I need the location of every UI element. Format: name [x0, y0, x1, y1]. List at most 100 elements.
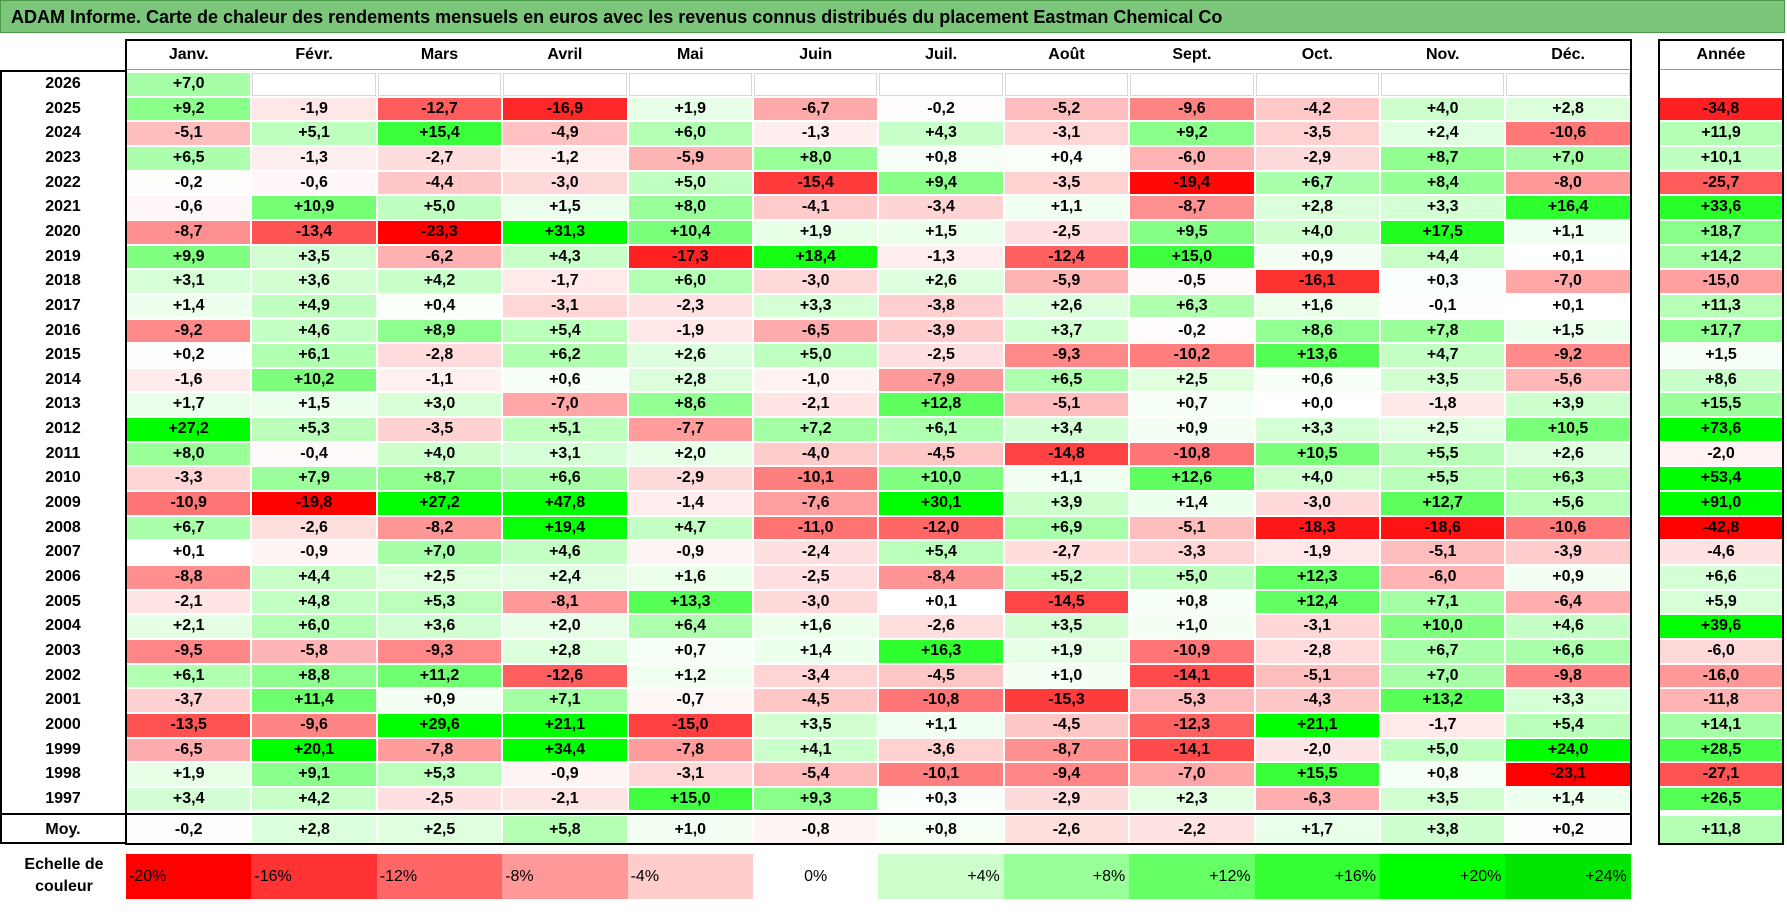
heatmap-cell: -7,0 — [1506, 270, 1630, 293]
heatmap-cell: -4,5 — [879, 664, 1003, 688]
heatmap-cell: +5,1 — [252, 122, 376, 145]
annual-cell: +33,6 — [1660, 196, 1782, 219]
heatmap-cell: -15,4 — [754, 171, 878, 195]
annual-cell: +39,6 — [1660, 615, 1782, 638]
legend-label: Echelle de couleur — [24, 856, 104, 895]
heatmap-cell: +6,5 — [1004, 368, 1129, 392]
heatmap-cell: +0,9 — [1130, 418, 1254, 441]
heatmap-cell: +1,1 — [1506, 220, 1630, 244]
heatmap-cell: -3,5 — [377, 418, 502, 441]
heatmap-cell: +1,6 — [628, 566, 752, 589]
heatmap-cell: +5,3 — [377, 590, 502, 614]
heatmap-cell: +10,0 — [1381, 615, 1505, 638]
heatmap-cell: +9,3 — [754, 787, 878, 811]
heatmap-cell: +1,5 — [1506, 319, 1630, 343]
heatmap-cell: +2,5 — [1381, 418, 1505, 441]
legend-swatch: -16% — [251, 854, 377, 899]
heatmap-cell: -5,1 — [1004, 393, 1129, 417]
heatmap-cell: +7,1 — [503, 689, 627, 712]
heatmap-cell: -5,2 — [1004, 97, 1129, 121]
heatmap-cell: +4,3 — [503, 245, 627, 269]
heatmap-cell: -3,5 — [1255, 122, 1379, 145]
year-label: 2009 — [0, 491, 126, 516]
heatmap-cell: +7,8 — [1381, 319, 1505, 343]
heatmap-cell: +0,3 — [879, 787, 1003, 811]
month-header: Mars — [376, 40, 503, 70]
heatmap-cell: +16,4 — [1506, 196, 1630, 219]
heatmap-cell: +7,0 — [1506, 146, 1630, 170]
heatmap-cell: -14,8 — [1004, 442, 1129, 466]
heatmap-cell: +6,1 — [127, 664, 251, 688]
heatmap-cell: -3,0 — [503, 171, 627, 195]
heatmap-cell: +0,0 — [1255, 393, 1379, 417]
heatmap-cell: +10,9 — [252, 196, 376, 219]
heatmap-cell: -4,0 — [754, 442, 878, 466]
heatmap-cell: +6,5 — [127, 146, 251, 170]
heatmap-cell: -10,9 — [127, 492, 251, 515]
annual-cell: -27,1 — [1660, 763, 1782, 786]
average-cell: -0,8 — [754, 815, 878, 844]
heatmap-cell: -10,6 — [1506, 516, 1630, 540]
heatmap-cell: -4,4 — [377, 171, 502, 195]
year-label: 2012 — [0, 417, 126, 442]
heatmap-cell: -23,1 — [1506, 763, 1630, 786]
heatmap-cell: -4,5 — [879, 442, 1003, 466]
heatmap-cell: -9,4 — [1004, 763, 1129, 786]
legend-swatch: -8% — [502, 854, 628, 899]
heatmap-cell: -23,3 — [377, 220, 502, 244]
year-label: 1997 — [0, 786, 126, 812]
heatmap-cell: -7,7 — [628, 418, 752, 441]
heatmap-cell: -9,5 — [127, 639, 251, 663]
heatmap-cell: -9,3 — [377, 639, 502, 663]
heatmap-cell: -0,9 — [252, 541, 376, 564]
year-label: 2014 — [0, 367, 126, 393]
heatmap-cell: +5,0 — [1381, 738, 1505, 762]
heatmap-cell: +4,4 — [1381, 245, 1505, 269]
heatmap-cell: -2,5 — [754, 566, 878, 589]
heatmap-cell: +2,6 — [628, 344, 752, 367]
heatmap-cell: -3,1 — [503, 294, 627, 318]
heatmap-cell: -9,6 — [1130, 97, 1254, 121]
heatmap-cell: +1,6 — [754, 615, 878, 638]
heatmap-cell: -0,6 — [252, 171, 376, 195]
heatmap-cell: +4,0 — [377, 442, 502, 466]
heatmap-cell: +5,0 — [1130, 566, 1254, 589]
chart-title: ADAM Informe. Carte de chaleur des rende… — [0, 0, 1785, 33]
month-header: Févr. — [251, 40, 377, 70]
heatmap-cell: +3,1 — [127, 270, 251, 293]
heatmap-cell: +1,4 — [1506, 787, 1630, 811]
heatmap-cell: +8,8 — [252, 664, 376, 688]
heatmap-cell — [1130, 73, 1254, 96]
heatmap-cell: +1,1 — [879, 713, 1003, 737]
heatmap-cell: -2,6 — [879, 615, 1003, 638]
heatmap-cell: -15,3 — [1004, 689, 1129, 712]
heatmap-cell: -3,0 — [754, 270, 878, 293]
heatmap-cell: +9,4 — [879, 171, 1003, 195]
heatmap-cell: -3,3 — [1130, 541, 1254, 564]
heatmap-cell: -6,3 — [1255, 787, 1379, 811]
heatmap-cell: +4,0 — [1381, 97, 1505, 121]
heatmap-cell: -4,3 — [1255, 689, 1379, 712]
heatmap-cell: +31,3 — [503, 220, 627, 244]
year-label: 2008 — [0, 515, 126, 541]
heatmap-cell: +1,9 — [628, 97, 752, 121]
annual-cell: +11,3 — [1660, 294, 1782, 318]
heatmap-cell: +1,7 — [127, 393, 251, 417]
annual-cell: -25,7 — [1660, 171, 1782, 195]
heatmap-cell: +1,9 — [1004, 639, 1129, 663]
year-label: 2025 — [0, 96, 126, 122]
heatmap-cell: +29,6 — [377, 713, 502, 737]
month-header: Mai — [627, 40, 753, 70]
heatmap-cell: -3,1 — [1255, 615, 1379, 638]
annual-cell: +28,5 — [1660, 738, 1782, 762]
heatmap-cell: +6,6 — [1506, 639, 1630, 663]
heatmap-cell: +6,3 — [1506, 467, 1630, 491]
heatmap-cell: +3,3 — [1506, 689, 1630, 712]
annual-cell: +8,6 — [1660, 368, 1782, 392]
heatmap-cell: +15,0 — [628, 787, 752, 811]
annual-cell — [1660, 73, 1782, 96]
heatmap-cell: +16,3 — [879, 639, 1003, 663]
heatmap-cell: -6,5 — [127, 738, 251, 762]
heatmap-cell: +9,5 — [1130, 220, 1254, 244]
heatmap-cell — [1381, 73, 1505, 96]
